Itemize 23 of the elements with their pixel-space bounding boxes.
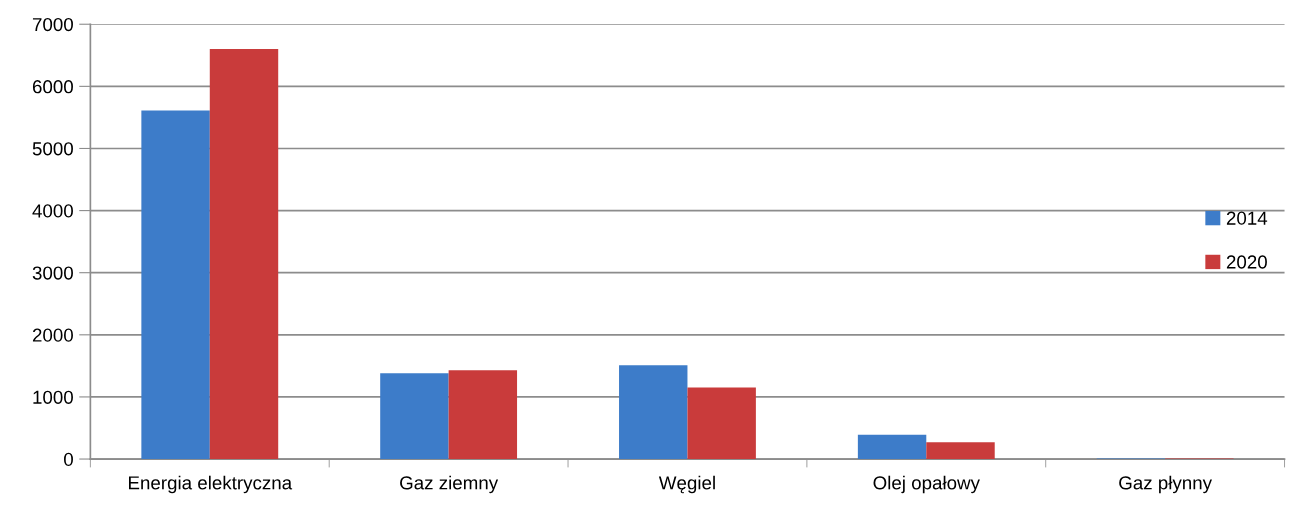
y-tick-label: 4000: [32, 204, 73, 218]
bar: [141, 110, 210, 460]
x-tick-label: Energia elektryczna: [129, 475, 293, 494]
x-tick-label: Gaz ziemny: [400, 475, 499, 494]
bar: [926, 442, 995, 460]
y-tick-label: 2000: [32, 328, 73, 342]
bar: [448, 370, 518, 460]
legend-label: 2020: [1226, 255, 1267, 269]
bar: [619, 365, 688, 460]
x-tick-label: Gaz płynny: [1119, 475, 1212, 494]
bar: [209, 49, 279, 460]
y-tick-label: 5000: [32, 142, 73, 156]
y-tick-label: 3000: [32, 266, 73, 280]
x-tick-label: Olej opałowy: [873, 475, 980, 494]
bar: [380, 373, 449, 460]
bar: [857, 434, 927, 460]
bar: [687, 387, 756, 460]
y-tick-label: 6000: [32, 80, 73, 94]
y-tick-label: 7000: [32, 17, 73, 32]
legend-label: 2014: [1226, 211, 1268, 225]
x-tick-label: Węgiel: [658, 475, 715, 494]
y-tick-label: 0: [64, 452, 73, 467]
y-tick-label: 1000: [33, 390, 73, 404]
